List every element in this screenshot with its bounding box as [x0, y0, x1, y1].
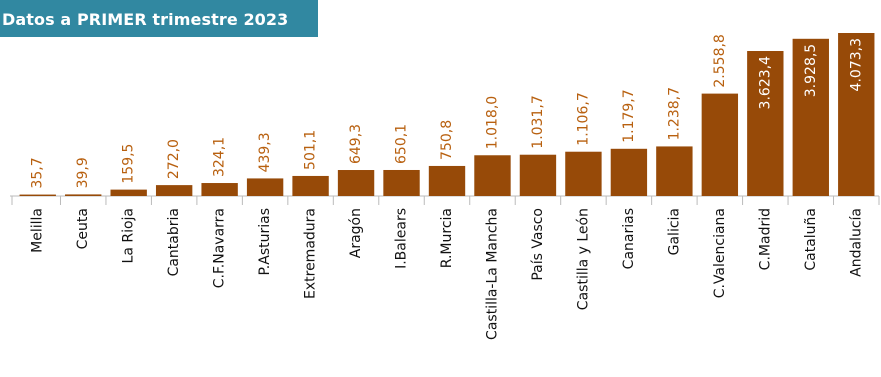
value-label: 2.558,8 — [712, 34, 728, 87]
category-labels-group: Melilla Ceuta La Rioja Cantabria C.F.Navarra… — [30, 208, 865, 340]
value-label: 1.031,7 — [530, 95, 546, 148]
category-label: Castilla-La Mancha — [484, 208, 500, 340]
category-label: Aragón — [348, 208, 364, 258]
bar — [383, 169, 420, 196]
bar — [65, 194, 102, 196]
bar — [201, 183, 238, 196]
category-label: I.Balears — [394, 208, 410, 269]
bar — [19, 194, 56, 196]
value-label: 439,3 — [257, 132, 273, 172]
value-label: 1.179,7 — [621, 89, 637, 142]
bar — [792, 38, 829, 196]
value-label: 649,3 — [348, 124, 364, 164]
value-label: 750,8 — [439, 120, 455, 160]
category-label: Canarias — [621, 208, 637, 269]
bar — [474, 155, 511, 196]
bar — [656, 146, 693, 196]
value-label: 159,5 — [121, 144, 137, 184]
bar — [519, 154, 557, 196]
value-label: 39,9 — [75, 157, 91, 188]
value-label: 650,1 — [394, 124, 410, 164]
value-label: 501,1 — [303, 130, 319, 170]
bar — [292, 175, 329, 196]
category-label: P.Asturias — [257, 208, 273, 275]
bar — [110, 189, 147, 196]
value-label: 3.928,5 — [803, 44, 819, 97]
bar — [838, 33, 875, 196]
category-label: País Vasco — [530, 208, 546, 281]
bar — [155, 185, 193, 196]
chart-title: Datos a PRIMER trimestre 2023 — [2, 10, 289, 29]
category-label: C.Madrid — [757, 208, 773, 270]
bars-group — [19, 33, 875, 196]
bar — [701, 93, 739, 196]
category-label: Andalucía — [848, 208, 864, 277]
category-label: C.Valenciana — [712, 208, 728, 298]
value-label: 324,1 — [212, 137, 228, 177]
value-labels-group: 35,7 39,9 159,5 272,0 324,1 439,3 501,1 649,3 65… — [30, 34, 865, 188]
bar — [565, 151, 602, 196]
value-label: 1.238,7 — [666, 87, 682, 140]
value-label: 3.623,4 — [757, 56, 773, 110]
bar — [747, 51, 784, 196]
tick-marks-group — [11, 196, 880, 205]
category-label: Cantabria — [166, 208, 182, 276]
value-label: 272,0 — [166, 139, 182, 179]
category-label: Melilla — [30, 208, 46, 253]
bar — [246, 178, 284, 196]
value-label: 1.018,0 — [484, 96, 500, 149]
category-label: Galicia — [666, 208, 682, 255]
category-label: C.F.Navarra — [212, 208, 228, 288]
bar — [428, 165, 466, 196]
category-label: Extremadura — [303, 208, 319, 299]
bar — [610, 148, 648, 196]
category-label: Castilla y León — [575, 208, 591, 310]
value-label: 35,7 — [30, 157, 46, 188]
bar — [337, 170, 375, 196]
category-label: Cataluña — [803, 208, 819, 271]
category-label: R.Murcia — [439, 208, 455, 268]
category-label: Ceuta — [75, 208, 91, 249]
value-label: 1.106,7 — [575, 92, 591, 145]
value-label: 4.073,3 — [848, 38, 864, 91]
category-label: La Rioja — [121, 208, 137, 263]
header-band: Datos a PRIMER trimestre 2023 — [0, 0, 318, 37]
